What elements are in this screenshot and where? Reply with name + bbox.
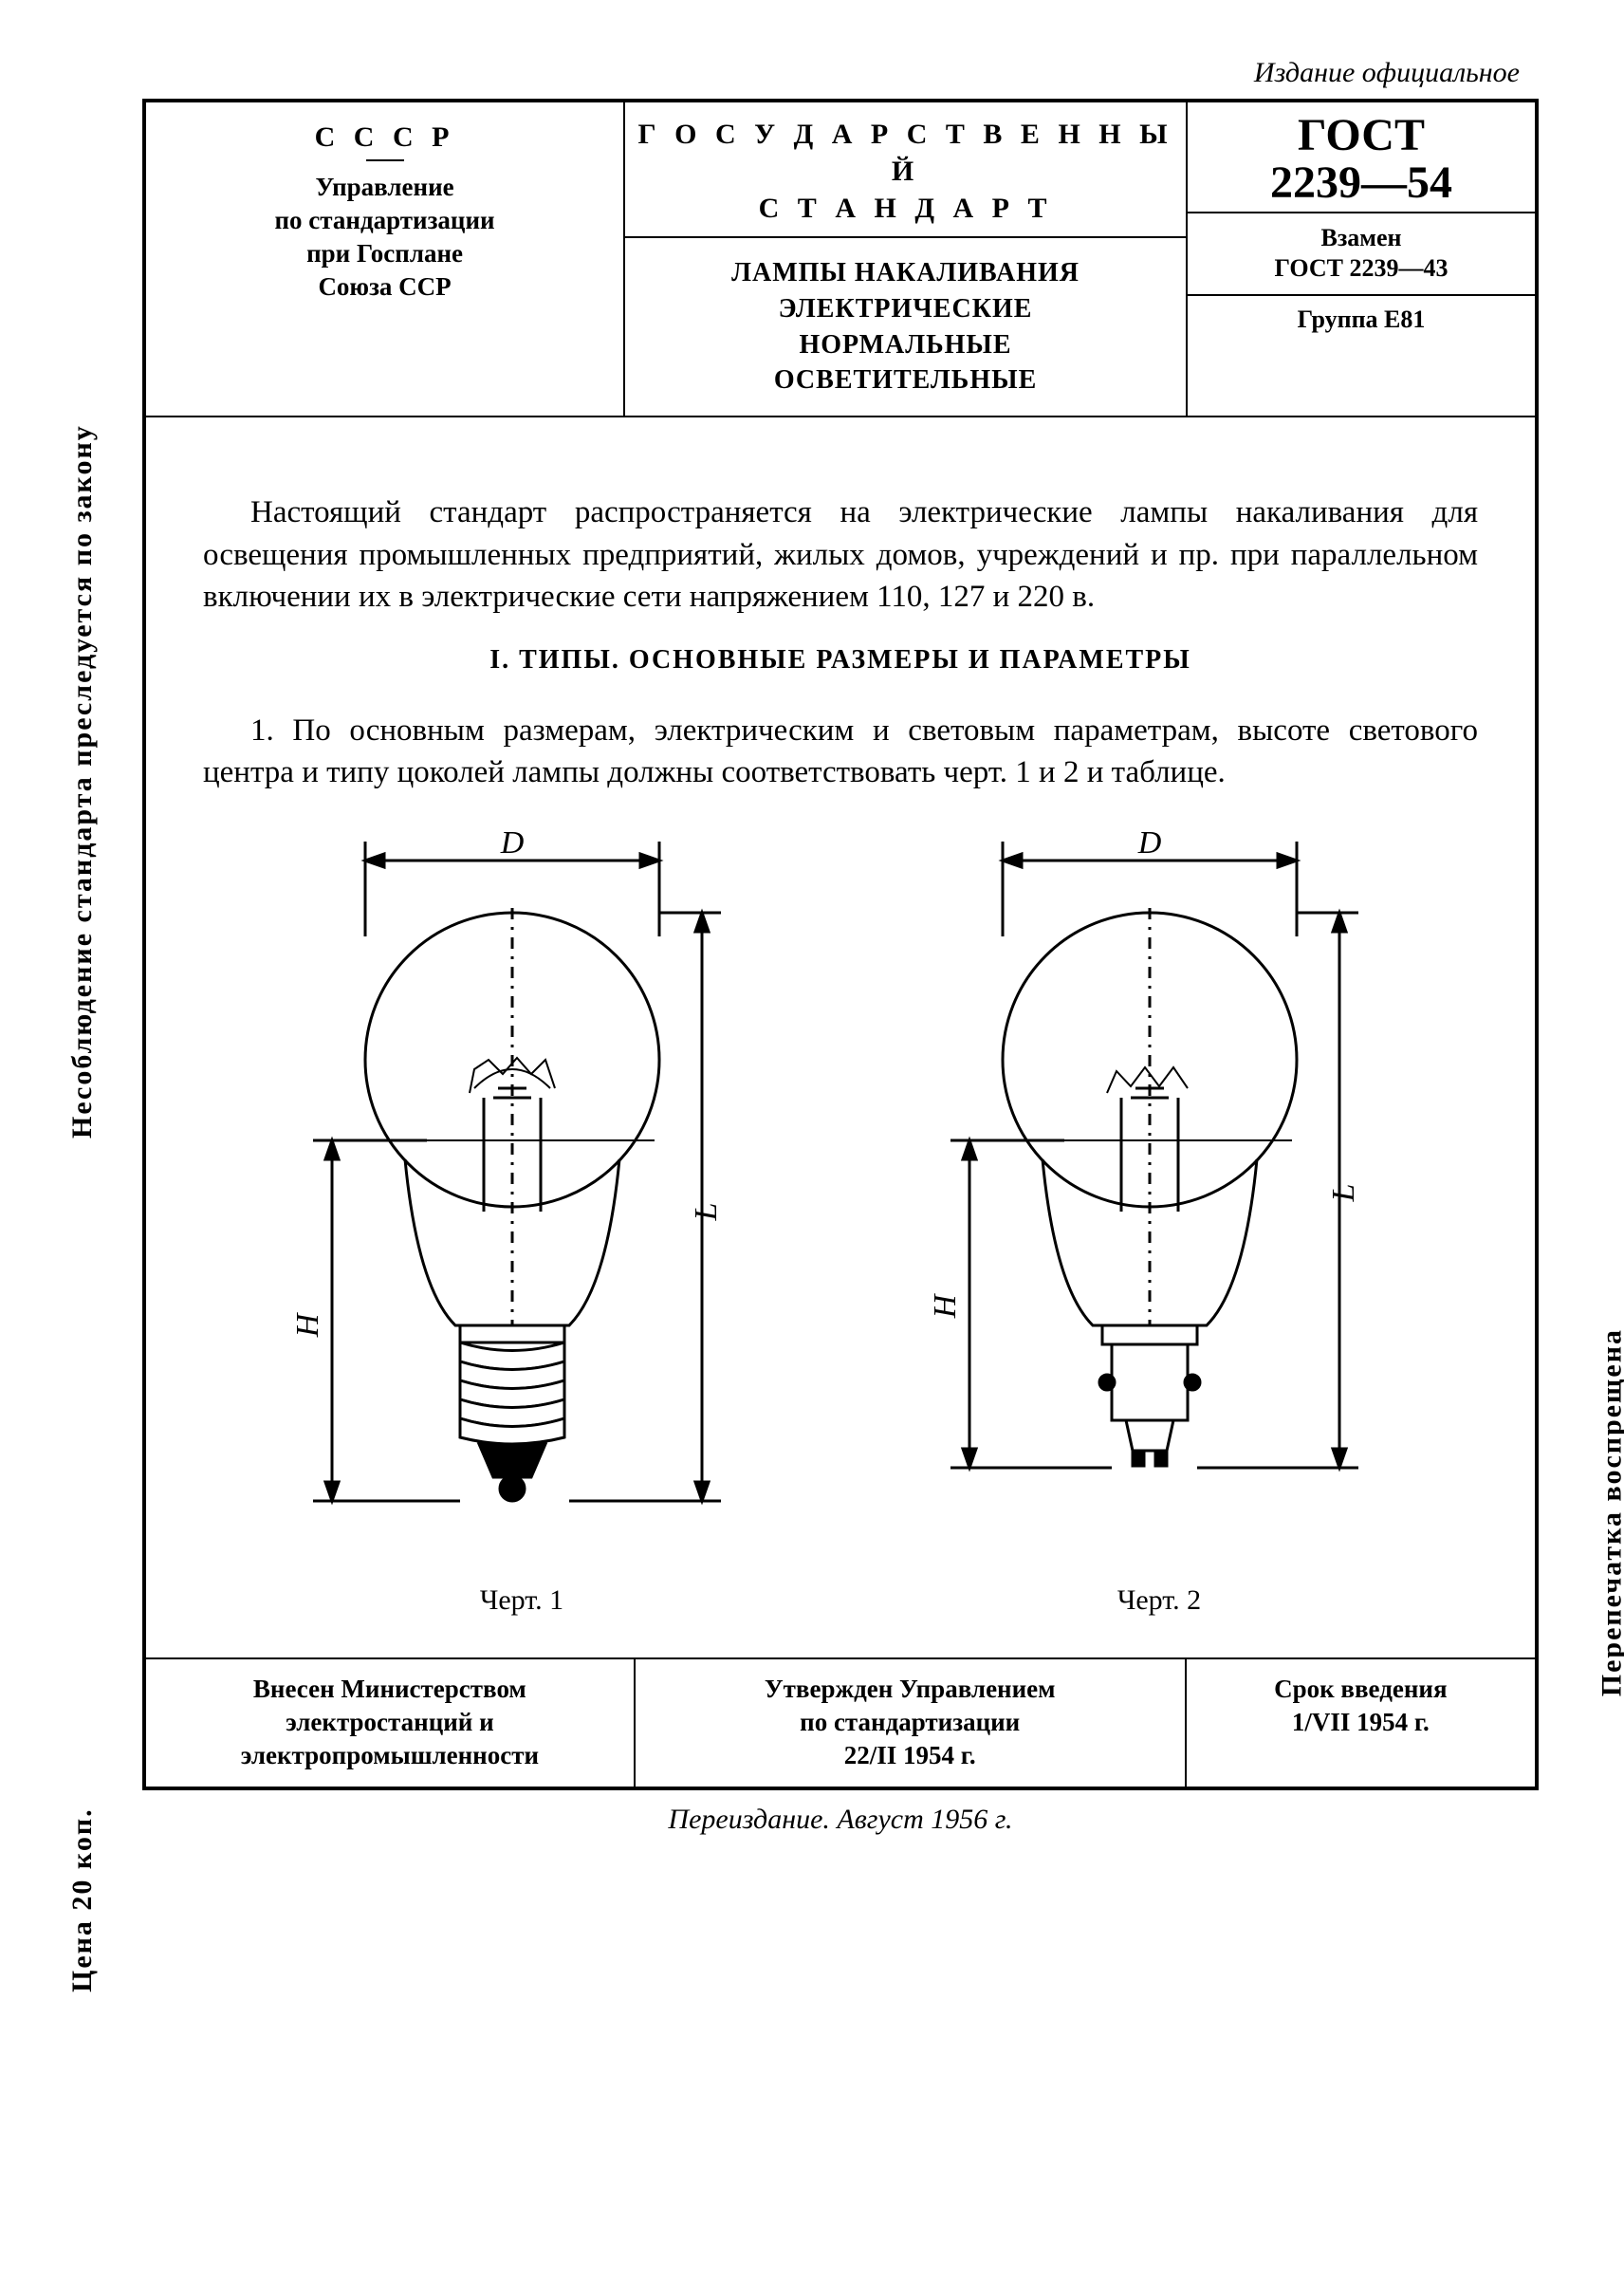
ussr-label: С С С Р [156, 121, 614, 154]
dim-d-label: D [1137, 825, 1162, 861]
dept-label: Управление по стандартизации при Госплан… [156, 171, 614, 304]
dim-h-label: H [928, 1292, 963, 1319]
footer-right: Срок введения 1/VII 1954 г. [1187, 1659, 1535, 1786]
figure-2: D [913, 813, 1406, 1620]
reprint-notice: Переиздание. Август 1956 г. [142, 1804, 1539, 1836]
header-left-cell: С С С Р Управление по стандартизации при… [146, 102, 625, 416]
group-label: Группа Е81 [1188, 296, 1535, 416]
header-block: С С С Р Управление по стандартизации при… [146, 102, 1535, 417]
header-mid-cell: Г О С У Д А Р С Т В Е Н Н Ы Й С Т А Н Д … [625, 102, 1188, 416]
replaces-label: Взамен ГОСТ 2239—43 [1188, 213, 1535, 296]
figure-1: D [275, 813, 768, 1620]
lamp-drawing-2: D [913, 813, 1406, 1572]
figures-row: D [203, 813, 1478, 1620]
dim-l-label: L [689, 1202, 724, 1221]
side-copy-label: Перепечатка воспрещена [1596, 1328, 1624, 1696]
dim-h-label: H [290, 1311, 325, 1338]
section-1-heading: I. ТИПЫ. ОСНОВНЫЕ РАЗМЕРЫ И ПАРАМЕТРЫ [203, 642, 1478, 678]
gost-number: ГОСТ 2239—54 [1188, 102, 1535, 213]
intro-paragraph: Настоящий стандарт распространяется на э… [203, 491, 1478, 619]
footer-mid: Утвержден Управлением по стандартизации … [636, 1659, 1187, 1786]
footer-left: Внесен Министерством электростанций и эл… [146, 1659, 636, 1786]
lamp-drawing-1: D [275, 813, 768, 1572]
side-warning-label: Несоблюдение стандарта преследуется по з… [66, 424, 99, 1139]
standard-title: ЛАМПЫ НАКАЛИВАНИЯ ЭЛЕКТРИЧЕСКИЕ НОРМАЛЬН… [625, 238, 1186, 416]
footer-block: Внесен Министерством электростанций и эл… [146, 1657, 1535, 1786]
header-right-cell: ГОСТ 2239—54 Взамен ГОСТ 2239—43 Группа … [1188, 102, 1535, 416]
state-standard-label: Г О С У Д А Р С Т В Е Н Н Ы Й С Т А Н Д … [625, 102, 1186, 238]
document-frame: С С С Р Управление по стандартизации при… [142, 99, 1539, 1790]
body-block: Настоящий стандарт распространяется на э… [146, 417, 1535, 1657]
dim-l-label: L [1326, 1183, 1361, 1202]
side-price-label: Цена 20 коп. [66, 1807, 99, 1992]
dim-d-label: D [500, 825, 525, 861]
point-1-paragraph: 1. По основным размерам, электрическим и… [203, 710, 1478, 794]
figure-2-caption: Черт. 2 [913, 1582, 1406, 1620]
edition-official-label: Издание официальное [142, 57, 1539, 89]
figure-1-caption: Черт. 1 [275, 1582, 768, 1620]
